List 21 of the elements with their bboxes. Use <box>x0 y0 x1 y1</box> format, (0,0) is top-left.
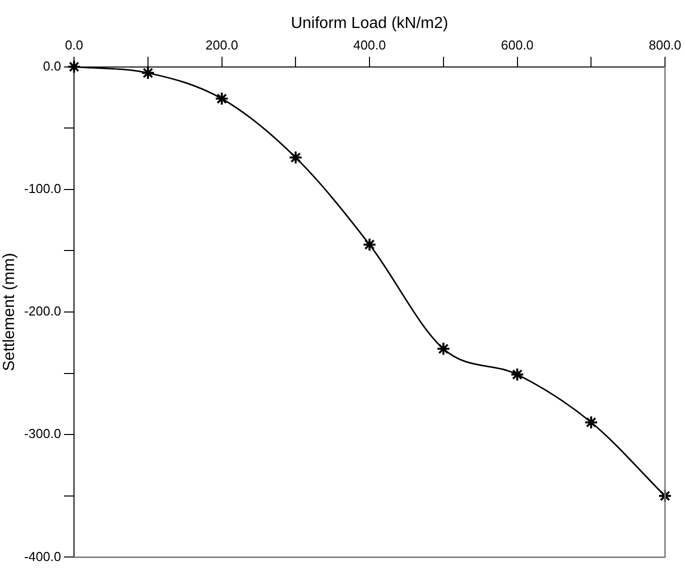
x-tick-label: 600.0 <box>500 38 534 53</box>
y-tick-label: -300.0 <box>24 426 62 442</box>
point <box>436 342 450 356</box>
x-axis-title: Uniform Load (kN/m2) <box>290 15 448 32</box>
y-tick-label: -400.0 <box>24 548 62 564</box>
x-tick-label: 0.0 <box>65 38 84 53</box>
x-tick-label: 200.0 <box>206 38 238 53</box>
point <box>658 488 672 503</box>
y-tick-label: -100.0 <box>24 180 62 196</box>
point <box>288 150 303 165</box>
y-tick-label: 0.0 <box>42 58 62 74</box>
y-tick-label: -200.0 <box>24 304 62 319</box>
x-tick-label: 800.0 <box>648 38 682 53</box>
point <box>584 415 598 430</box>
point <box>140 66 155 80</box>
x-tick-label: 400.0 <box>353 38 386 53</box>
point <box>67 60 82 74</box>
point <box>362 238 377 252</box>
point <box>510 368 524 382</box>
point <box>214 92 229 106</box>
y-axis-title: Settlement (mm) <box>1 252 18 372</box>
